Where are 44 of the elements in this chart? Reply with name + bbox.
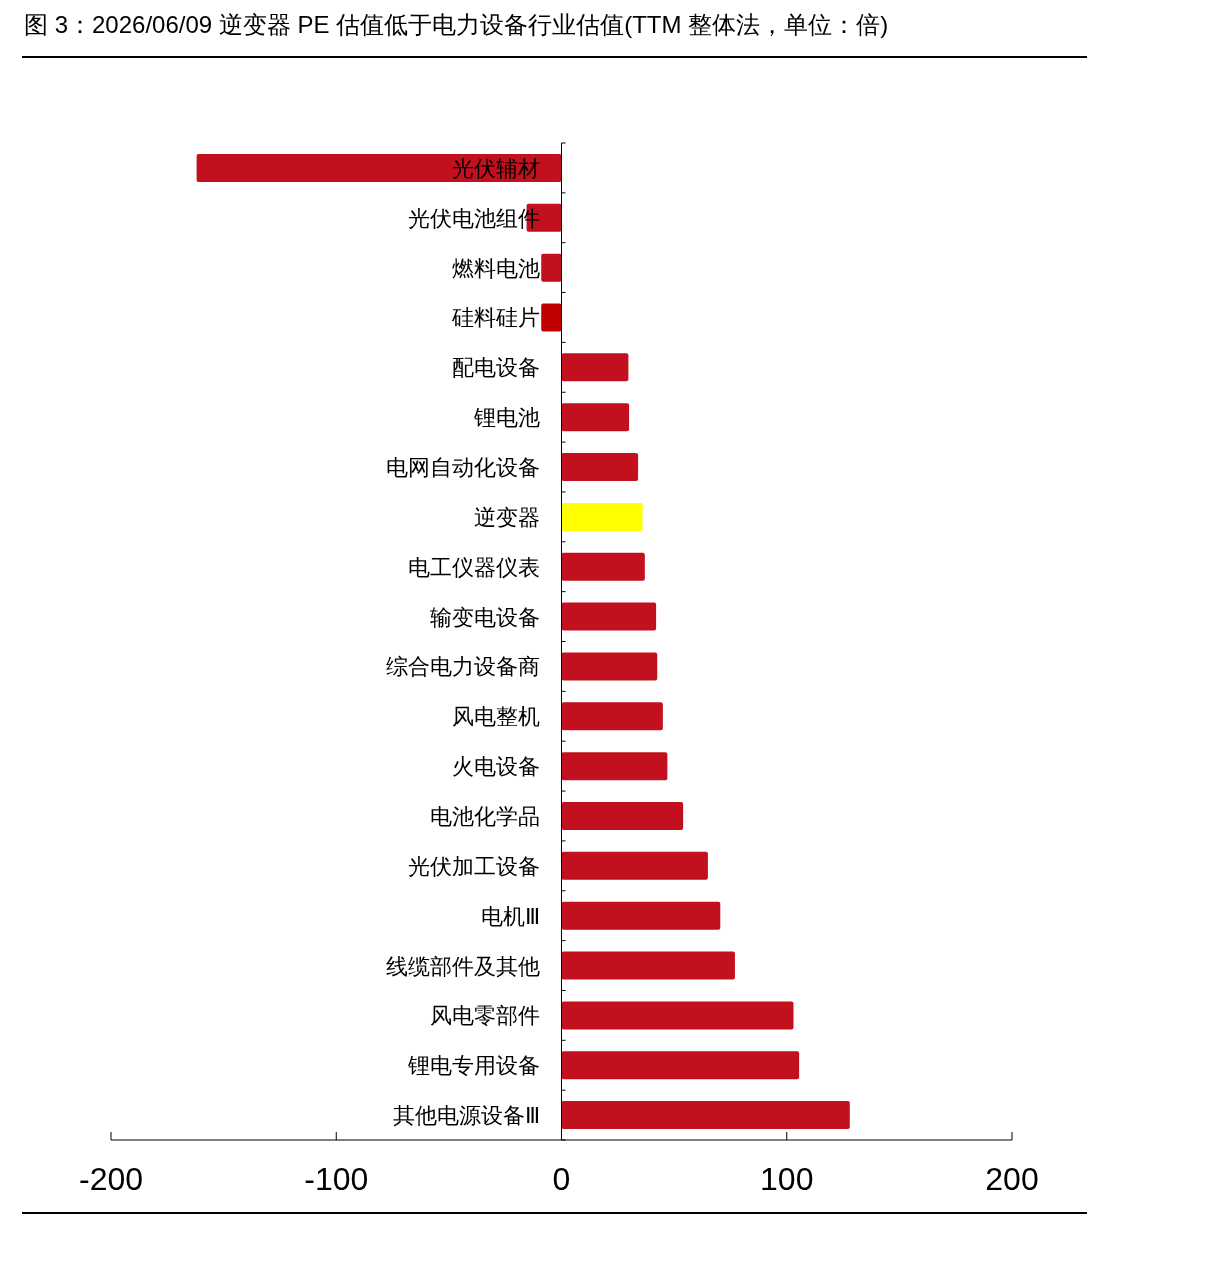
y-tick-label: 综合电力设备商 (385, 654, 540, 680)
x-tick-label: -100 (304, 1161, 369, 1197)
y-tick-label: 其他电源设备Ⅲ (392, 1103, 540, 1129)
bar (561, 702, 663, 731)
bar (561, 752, 668, 781)
bar (561, 901, 721, 930)
bar (561, 851, 708, 880)
y-tick-label: 输变电设备 (429, 604, 540, 630)
y-tick-label: 电网自动化设备 (385, 455, 540, 481)
bar (561, 353, 629, 382)
bar (561, 951, 735, 980)
bar (561, 502, 643, 531)
bar (561, 1101, 850, 1130)
bar (561, 552, 645, 581)
x-tick-label: 200 (985, 1161, 1039, 1197)
y-tick-label: 逆变器 (473, 504, 540, 530)
y-tick-label: 燃料电池 (451, 255, 540, 281)
bar (561, 652, 658, 681)
bar (561, 403, 630, 432)
bar (196, 153, 562, 182)
bar (561, 1051, 800, 1080)
bar (541, 303, 562, 332)
y-tick-label: 火电设备 (451, 754, 540, 780)
y-tick-label: 电机Ⅲ (480, 903, 540, 929)
y-tick-label: 硅料硅片 (450, 305, 540, 331)
x-tick-label: 100 (760, 1161, 814, 1197)
bar (561, 1001, 794, 1030)
y-tick-label: 光伏加工设备 (407, 853, 540, 879)
y-tick-label: 电工仪器仪表 (407, 554, 540, 580)
y-tick-label: 线缆部件及其他 (385, 953, 540, 979)
y-tick-label: 风电零部件 (429, 1003, 540, 1029)
bar (561, 602, 657, 631)
y-tick-label: 风电整机 (451, 704, 540, 730)
y-tick-label: 锂电专用设备 (406, 1053, 540, 1079)
x-tick-label: 0 (552, 1161, 571, 1197)
y-tick-label: 配电设备 (451, 355, 540, 381)
x-tick-label: -200 (78, 1161, 144, 1197)
chart-title: 图 3：2026/06/09 逆变器 PE 估值低于电力设备行业估值(TTM 整体法，单位：倍) (24, 11, 889, 38)
y-tick-label: 电池化学品 (429, 803, 540, 829)
bar (541, 253, 562, 282)
bar (561, 801, 684, 830)
y-tick-label: 锂电池 (472, 405, 540, 431)
bar (561, 453, 639, 482)
y-tick-label: 光伏辅材 (451, 155, 540, 181)
